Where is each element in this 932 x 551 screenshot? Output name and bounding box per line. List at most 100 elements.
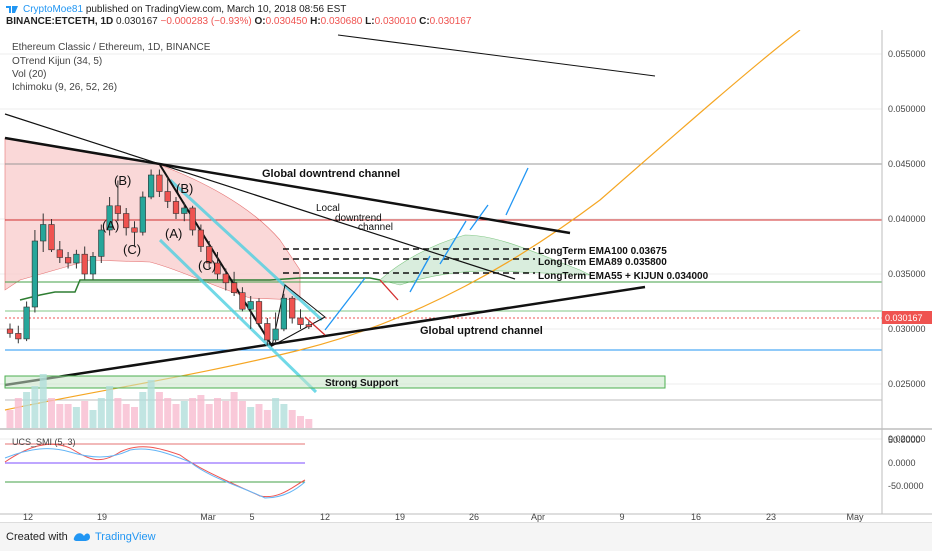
wave-c-line — [159, 164, 273, 347]
symbol-title: Ethereum Classic / Ethereum, 1D, BINANCE — [12, 42, 211, 53]
candle-body — [197, 229, 205, 247]
global-downtrend-line — [4, 136, 571, 235]
volume-bar — [89, 410, 97, 428]
wave-label-c2: (C) — [198, 258, 216, 273]
low-label: L: — [365, 16, 375, 27]
last-price: 0.030167 — [116, 16, 158, 27]
volume-bar — [197, 395, 205, 428]
volume-bar — [6, 410, 14, 428]
price-tick-label: 0.035000 — [888, 269, 926, 279]
volume-bar — [97, 398, 105, 428]
open-value: 0.030450 — [265, 16, 308, 27]
candle-body — [131, 227, 138, 233]
created-with-text: Created with — [6, 531, 68, 543]
volume-bar — [214, 398, 221, 428]
indicator-otrend[interactable]: OTrend Kijun (34, 5) — [12, 56, 103, 67]
projection-arrows — [304, 167, 529, 336]
candle-body — [81, 253, 88, 275]
candle-body — [156, 174, 163, 192]
candle-body — [114, 205, 121, 214]
cyan-channel-lower — [158, 238, 318, 394]
open-label: O: — [254, 16, 266, 27]
candle-body — [123, 213, 130, 229]
ema55-label: LongTerm EMA55 + KIJUN 0.034000 — [538, 271, 709, 282]
time-tick-label: 26 — [469, 512, 479, 522]
volume-bar — [155, 392, 163, 428]
local-downtrend-line — [4, 113, 516, 280]
smi-tick-label: -50.0000 — [888, 481, 924, 491]
smi-axis: 50.0000 0.0000 -50.0000 — [888, 435, 924, 491]
volume-bar — [255, 404, 263, 428]
volume-bar — [56, 404, 64, 428]
indicator-vol[interactable]: Vol (20) — [12, 69, 47, 80]
smi-tick-label: 50.0000 — [888, 435, 921, 445]
volume-bar — [297, 416, 304, 428]
time-tick-label: 19 — [97, 512, 107, 522]
smi-tick-label: 0.0000 — [888, 458, 916, 468]
close-value: 0.030167 — [429, 16, 472, 27]
candle-body — [73, 253, 80, 264]
volume-bar — [180, 401, 188, 428]
ema100-label: LongTerm EMA100 0.03675 — [538, 246, 667, 257]
triangle-pattern — [271, 284, 326, 347]
local-label-3: channel — [358, 222, 393, 233]
symbol-line: BINANCE:ETCETH, 1D — [6, 16, 114, 27]
current-price-badge — [882, 311, 932, 324]
candle-body — [247, 301, 254, 310]
candle-body — [172, 201, 180, 214]
candle-body — [264, 323, 271, 341]
volume-bar — [139, 392, 147, 428]
price-tick-label: 0.040000 — [888, 214, 926, 224]
candle-body — [239, 292, 246, 310]
volume-bar — [280, 404, 288, 428]
indicator-smi[interactable]: UCS_SMI (5, 3) — [12, 437, 76, 447]
volume-bar — [247, 407, 255, 428]
local-label-2: downtrend — [335, 213, 382, 224]
time-tick-label: Mar — [200, 512, 216, 522]
price-tick-label: 0.055000 — [888, 49, 926, 59]
wave-label-a1: (A) — [102, 218, 119, 233]
candle-body — [206, 246, 213, 264]
candle-body — [164, 191, 171, 202]
top-right-line — [337, 34, 656, 77]
current-price-text: 0.030167 — [885, 313, 923, 323]
candle-body — [297, 317, 304, 325]
volume-bar — [72, 407, 80, 428]
time-tick-label: 23 — [766, 512, 776, 522]
strong-support-label: Strong Support — [325, 378, 399, 389]
high-label: H: — [310, 16, 321, 27]
volume-bar — [305, 419, 313, 428]
volume-bar — [39, 374, 47, 428]
global-downtrend-label: Global downtrend channel — [262, 168, 400, 180]
candle-body — [106, 205, 113, 231]
price-axis[interactable]: 0.055000 0.050000 0.045000 0.040000 0.035000… — [888, 49, 926, 444]
candle-body — [40, 224, 47, 242]
price-chart[interactable]: Global downtrend channel Local downtrend… — [0, 30, 932, 522]
candle-body — [305, 324, 312, 328]
global-uptrend-label: Global uptrend channel — [420, 325, 543, 337]
candle-body — [289, 297, 296, 319]
candlesticks — [6, 169, 312, 346]
volume-bar — [31, 386, 39, 428]
arrow-5 — [469, 204, 489, 231]
candle-body — [255, 301, 263, 324]
close-label: C: — [419, 16, 430, 27]
candle-body — [15, 333, 22, 340]
candle-body — [98, 229, 105, 257]
author-link[interactable]: CryptoMoe81 — [23, 4, 84, 15]
candle-body — [6, 328, 14, 334]
smi-line-2 — [4, 448, 306, 499]
arrow-1 — [324, 277, 366, 331]
volume-bar — [106, 386, 114, 428]
arrow-2 — [379, 279, 399, 301]
tradingview-brand-link[interactable]: TradingView — [95, 531, 156, 543]
time-tick-label: 9 — [619, 512, 624, 522]
kijun-line — [19, 277, 381, 301]
volume-bar — [263, 410, 271, 428]
indicator-ichimoku[interactable]: Ichimoku (9, 26, 52, 26) — [12, 82, 118, 93]
price-tick-label: 0.025000 — [888, 379, 926, 389]
candle-body — [56, 249, 63, 258]
time-axis[interactable]: 12 19 Mar 5 12 19 26 Apr 9 16 23 May — [23, 512, 864, 522]
tradingview-logo-icon — [6, 6, 18, 13]
high-value: 0.030680 — [320, 16, 363, 27]
